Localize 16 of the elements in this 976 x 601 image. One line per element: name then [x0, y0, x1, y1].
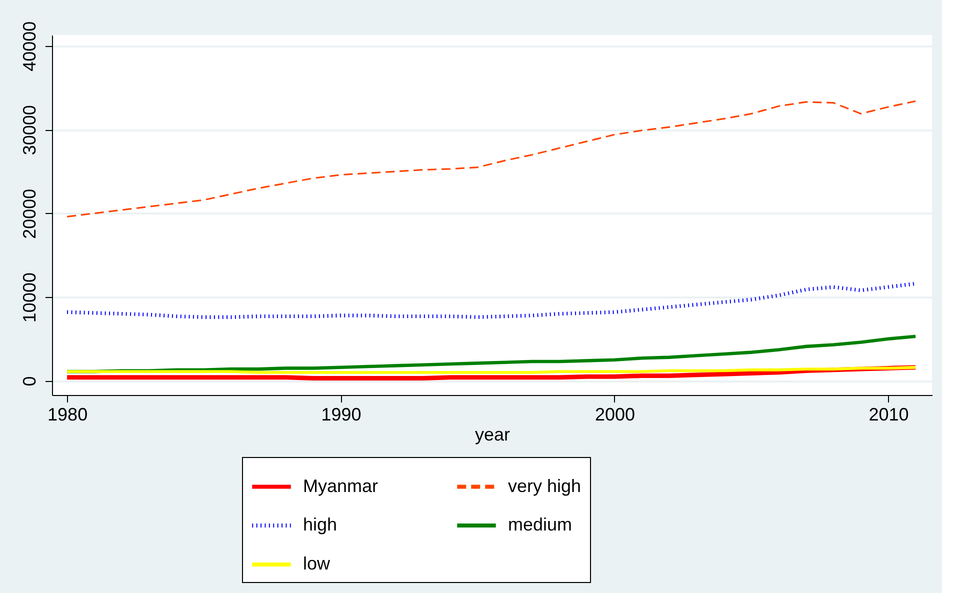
- x-tick-label: 2010: [868, 404, 909, 424]
- legend-label: very high: [508, 476, 582, 496]
- legend-label: medium: [508, 514, 572, 534]
- x-tick-label: 2000: [594, 404, 636, 424]
- y-tick-label: 0: [20, 376, 40, 386]
- legend-label: Myanmar: [303, 476, 378, 496]
- legend-label: high: [303, 514, 338, 534]
- legend-label: low: [303, 554, 332, 574]
- y-tick-label: 20000: [20, 188, 40, 239]
- y-tick-label: 10000: [20, 272, 40, 323]
- x-axis-title: year: [474, 424, 510, 444]
- x-tick-label: 1980: [48, 404, 88, 424]
- line-series: [66, 100, 916, 218]
- y-tick-label: 40000: [20, 21, 40, 72]
- x-tick-label: 1990: [321, 404, 362, 424]
- y-tick-label: 30000: [20, 105, 40, 156]
